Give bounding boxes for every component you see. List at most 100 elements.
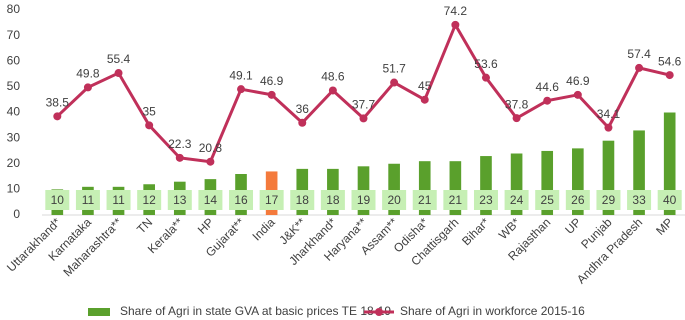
- line-value-label: 48.6: [321, 70, 345, 84]
- value-label-box: [167, 190, 192, 210]
- value-label-box: [473, 190, 498, 210]
- bar-value-label: 12: [142, 193, 156, 207]
- bar-value-label: 16: [234, 193, 248, 207]
- legend-label: Share of Agri in state GVA at basic pric…: [120, 304, 391, 318]
- line-value-label: 34.1: [597, 107, 621, 121]
- line-value-label: 51.7: [382, 62, 406, 76]
- value-label-box: [45, 190, 70, 210]
- y-tick-label: 60: [7, 53, 21, 67]
- bar: [572, 148, 584, 215]
- line-value-label: 35: [142, 104, 156, 118]
- y-tick-label: 10: [7, 182, 21, 196]
- bar-value-label: 18: [296, 193, 310, 207]
- line-value-label: 46.9: [260, 74, 284, 88]
- line-marker: [175, 153, 184, 162]
- bar-value-label: 11: [112, 193, 125, 207]
- bar-value-label: 18: [326, 193, 340, 207]
- bar-value-label: 33: [632, 193, 646, 207]
- line-value-label: 55.4: [107, 52, 131, 66]
- x-tick-label: HP: [195, 215, 217, 237]
- line-marker: [83, 83, 92, 92]
- line-value-label: 45: [418, 79, 432, 93]
- line-marker: [237, 85, 246, 94]
- bar: [602, 140, 615, 215]
- line-value-label: 37.7: [352, 98, 376, 112]
- legend-label: Share of Agri in workforce 2015-16: [400, 304, 585, 318]
- value-label-box: [106, 190, 131, 210]
- value-label-box: [596, 190, 621, 210]
- bar-value-label: 40: [663, 193, 677, 207]
- line-marker: [206, 157, 215, 166]
- line-value-label: 54.6: [658, 54, 682, 68]
- line-value-label: 46.9: [566, 74, 590, 88]
- line-marker: [420, 95, 429, 104]
- y-tick-label: 20: [7, 156, 21, 170]
- bar-value-label: 19: [357, 193, 371, 207]
- line-marker: [267, 90, 276, 99]
- bar: [541, 150, 554, 215]
- value-label-box: [627, 190, 652, 210]
- line-value-label: 53.6: [474, 57, 498, 71]
- line-value-label: 49.8: [76, 67, 100, 81]
- line-marker: [573, 90, 582, 99]
- line-value-label: 20.8: [199, 141, 223, 155]
- line-value-label: 37.8: [505, 97, 529, 111]
- value-label-box: [137, 190, 162, 210]
- value-label-box: [351, 190, 376, 210]
- value-label-box: [657, 190, 682, 210]
- line-marker: [328, 86, 337, 95]
- line-value-label: 57.4: [627, 47, 651, 61]
- line-value-label: 74.2: [444, 4, 468, 18]
- x-tick-label: WB*: [496, 215, 523, 242]
- value-label-box: [412, 190, 437, 210]
- value-label-box: [320, 190, 345, 210]
- bar: [663, 112, 676, 215]
- y-tick-label: 30: [7, 130, 21, 144]
- value-label-box: [565, 190, 590, 210]
- y-tick-label: 50: [7, 79, 21, 93]
- line-value-label: 38.5: [46, 96, 70, 110]
- value-label-box: [229, 190, 254, 210]
- bar-value-label: 14: [204, 193, 218, 207]
- line-marker: [53, 112, 62, 121]
- line-marker: [390, 78, 399, 87]
- value-label-box: [535, 190, 560, 210]
- y-tick-label: 40: [7, 105, 21, 119]
- bar: [418, 161, 431, 215]
- value-label-box: [75, 190, 100, 210]
- line-marker: [359, 114, 368, 123]
- bar-value-label: 26: [571, 193, 585, 207]
- bar: [633, 130, 645, 215]
- value-label-box: [443, 190, 468, 210]
- bar-value-label: 29: [602, 193, 616, 207]
- y-tick-label: 70: [7, 28, 21, 42]
- x-tick-label: India: [249, 215, 278, 244]
- bar-value-label: 13: [173, 193, 187, 207]
- line-marker: [145, 121, 154, 130]
- line-marker: [114, 69, 123, 78]
- value-label-box: [382, 190, 407, 210]
- line-marker: [298, 118, 307, 127]
- bar-value-label: 24: [510, 193, 524, 207]
- legend-swatch: [88, 308, 110, 316]
- bar: [510, 153, 523, 215]
- x-tick-label: MP: [653, 215, 676, 238]
- line-marker: [512, 114, 521, 123]
- bar-value-label: 17: [265, 193, 279, 207]
- x-tick-label: Bihar*: [459, 215, 492, 248]
- bar-value-label: 20: [387, 193, 401, 207]
- bar-value-label: 25: [541, 193, 555, 207]
- bar-value-label: 21: [449, 193, 463, 207]
- x-tick-label: TN: [134, 215, 155, 236]
- bar-value-label: 10: [51, 193, 65, 207]
- line-marker: [635, 63, 644, 72]
- line-value-label: 22.3: [168, 137, 192, 151]
- bar: [388, 163, 400, 215]
- value-label-box: [259, 190, 284, 210]
- line-marker: [604, 123, 613, 132]
- value-label-box: [198, 190, 223, 210]
- value-label-box: [290, 190, 315, 210]
- y-tick-label: 80: [7, 2, 21, 16]
